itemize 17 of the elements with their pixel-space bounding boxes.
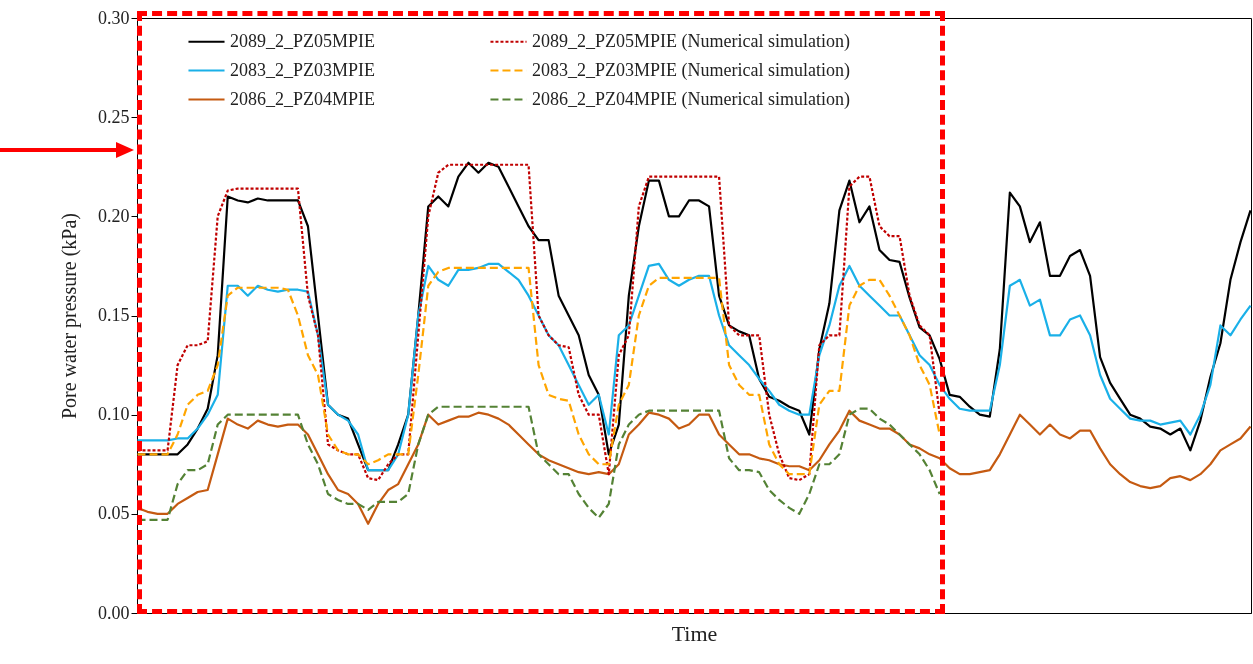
legend-label: 2083_2_PZ03MPIE (Numerical simulation)	[532, 59, 850, 81]
legend-label: 2089_2_PZ05MPIE (Numerical simulation)	[532, 30, 850, 52]
legend-label: 2086_2_PZ04MPIE (Numerical simulation)	[532, 88, 850, 110]
y-tick-label: 0.30	[98, 7, 130, 28]
y-tick-label: 0.10	[98, 404, 130, 425]
legend-label: 2089_2_PZ05MPIE	[230, 30, 376, 51]
y-tick-label: 0.20	[98, 205, 130, 226]
y-tick-label: 0.05	[98, 503, 130, 524]
y-tick-label: 0.00	[98, 602, 130, 623]
y-axis-title: Pore water pressure (kPa)	[58, 212, 81, 420]
legend-label: 2083_2_PZ03MPIE	[230, 59, 376, 80]
line-series	[136, 262, 1252, 472]
y-tick-label: 0.15	[98, 305, 130, 325]
y-tick-label: 0.25	[98, 106, 130, 127]
line-series	[136, 266, 941, 476]
x-axis-title: Time	[671, 620, 718, 646]
legend-label: 2086_2_PZ04MPIE	[230, 88, 376, 109]
